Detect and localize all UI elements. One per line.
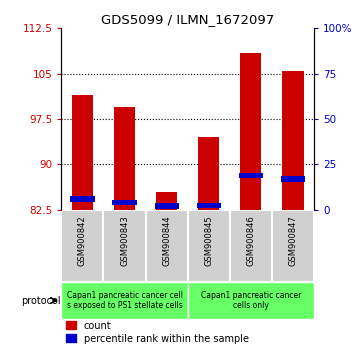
Bar	[112, 200, 137, 205]
Bar	[240, 52, 261, 210]
Text: GSM900842: GSM900842	[78, 216, 87, 266]
Bar	[145, 210, 188, 282]
Bar	[72, 95, 93, 210]
Title: GDS5099 / ILMN_1672097: GDS5099 / ILMN_1672097	[101, 13, 274, 26]
Bar	[239, 173, 263, 178]
Bar	[198, 137, 219, 210]
Bar	[282, 71, 304, 210]
Text: Capan1 pancreatic cancer cell
s exposed to PS1 stellate cells: Capan1 pancreatic cancer cell s exposed …	[66, 291, 183, 310]
Legend: count, percentile rank within the sample: count, percentile rank within the sample	[66, 321, 249, 344]
Bar	[155, 204, 179, 209]
Text: GSM900845: GSM900845	[204, 216, 213, 266]
Bar	[70, 196, 95, 202]
Text: GSM900844: GSM900844	[162, 216, 171, 266]
Text: GSM900847: GSM900847	[288, 216, 297, 266]
Text: Capan1 pancreatic cancer
cells only: Capan1 pancreatic cancer cells only	[201, 291, 301, 310]
Bar	[188, 210, 230, 282]
Bar	[230, 210, 272, 282]
Bar	[104, 210, 145, 282]
Bar	[197, 202, 221, 208]
Bar	[272, 210, 314, 282]
Bar	[281, 176, 305, 182]
Bar	[188, 282, 314, 319]
Bar	[61, 282, 188, 319]
Text: GSM900846: GSM900846	[247, 216, 255, 266]
Text: GSM900843: GSM900843	[120, 216, 129, 266]
Text: protocol: protocol	[21, 296, 61, 306]
Bar	[114, 107, 135, 210]
Bar	[156, 192, 177, 210]
Bar	[61, 210, 104, 282]
